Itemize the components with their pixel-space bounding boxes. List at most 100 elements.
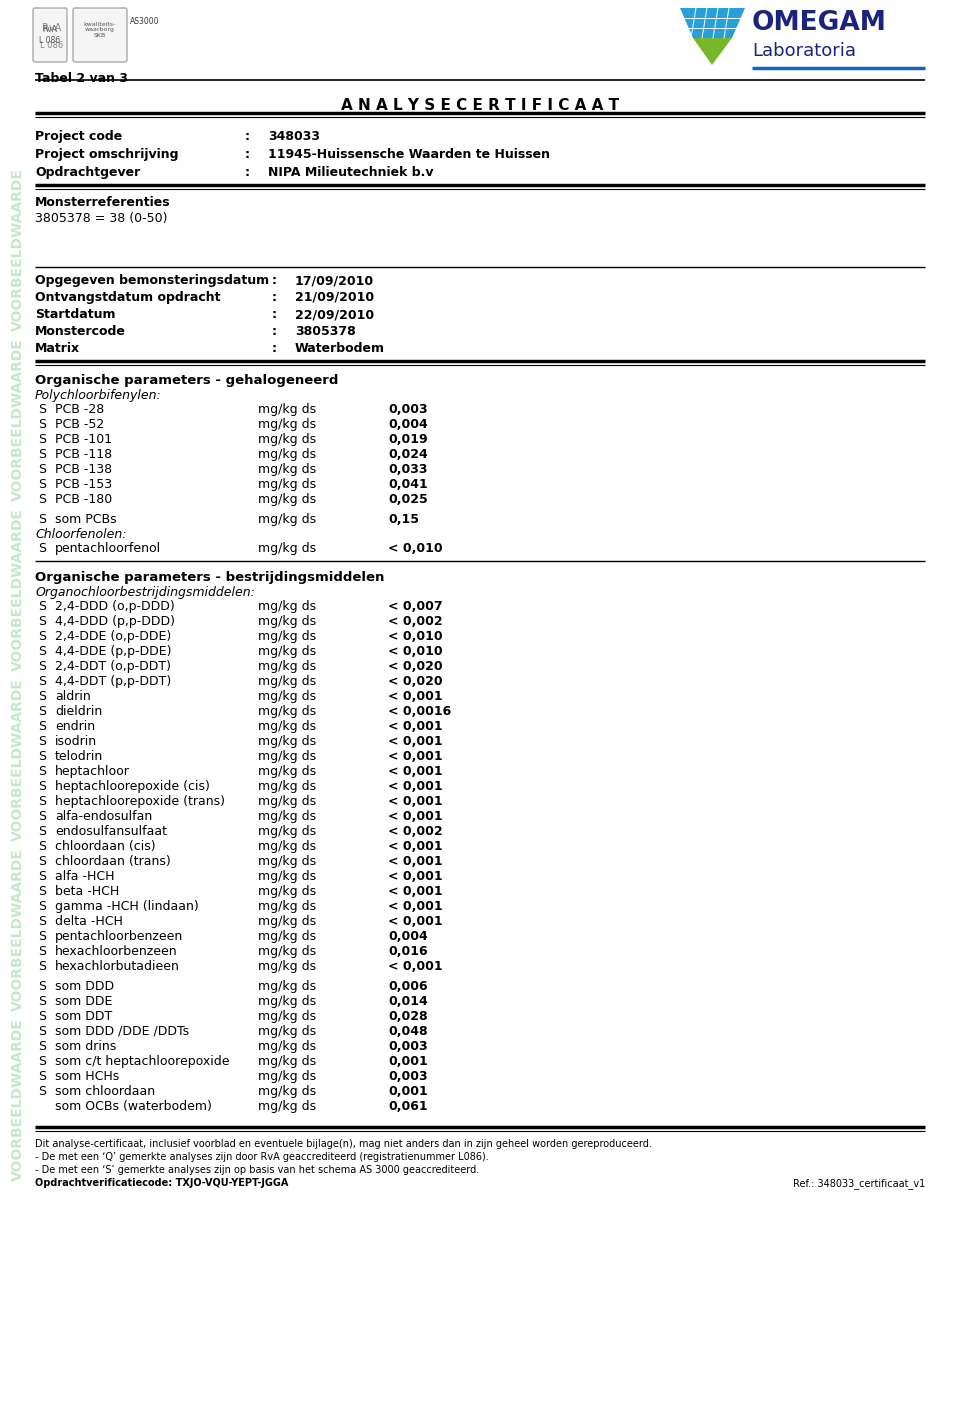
- Text: hexachloorbenzeen: hexachloorbenzeen: [55, 945, 178, 958]
- Text: Monsterreferenties: Monsterreferenties: [35, 197, 171, 209]
- Text: 0,004: 0,004: [388, 417, 428, 432]
- Text: PCB -52: PCB -52: [55, 417, 105, 432]
- Text: mg/kg ds: mg/kg ds: [258, 1099, 316, 1114]
- Text: < 0,001: < 0,001: [388, 720, 443, 733]
- Text: S: S: [38, 492, 46, 507]
- Text: 0,028: 0,028: [388, 1010, 427, 1023]
- Text: som DDD /DDE /DDTs: som DDD /DDE /DDTs: [55, 1024, 189, 1039]
- Text: S: S: [38, 870, 46, 883]
- Text: < 0,020: < 0,020: [388, 659, 443, 674]
- Text: mg/kg ds: mg/kg ds: [258, 884, 316, 899]
- Text: pentachloorfenol: pentachloorfenol: [55, 542, 161, 555]
- Text: < 0,001: < 0,001: [388, 855, 443, 867]
- Text: :: :: [245, 130, 250, 143]
- Text: VOORBEELDWAARDE: VOORBEELDWAARDE: [11, 1019, 25, 1182]
- Text: < 0,001: < 0,001: [388, 809, 443, 824]
- Text: < 0,001: < 0,001: [388, 959, 443, 974]
- Text: 0,024: 0,024: [388, 449, 428, 461]
- Text: 0,048: 0,048: [388, 1024, 427, 1039]
- Text: som drins: som drins: [55, 1040, 116, 1053]
- Text: Monstercode: Monstercode: [35, 325, 126, 338]
- Text: mg/kg ds: mg/kg ds: [258, 1040, 316, 1053]
- Text: 0,019: 0,019: [388, 433, 427, 446]
- Text: S: S: [38, 930, 46, 942]
- Text: Project omschrijving: Project omschrijving: [35, 149, 179, 161]
- Text: VOORBEELDWAARDE: VOORBEELDWAARDE: [11, 679, 25, 842]
- Text: < 0,002: < 0,002: [388, 616, 443, 628]
- Text: VOORBEELDWAARDE: VOORBEELDWAARDE: [11, 849, 25, 1012]
- Text: mg/kg ds: mg/kg ds: [258, 417, 316, 432]
- Text: S: S: [38, 1024, 46, 1039]
- Text: mg/kg ds: mg/kg ds: [258, 855, 316, 867]
- Text: 0,025: 0,025: [388, 492, 428, 507]
- Text: alfa-endosulfan: alfa-endosulfan: [55, 809, 153, 824]
- Text: mg/kg ds: mg/kg ds: [258, 1070, 316, 1082]
- Text: 3805378 = 38 (0-50): 3805378 = 38 (0-50): [35, 212, 167, 225]
- Text: Startdatum: Startdatum: [35, 308, 115, 321]
- Text: S: S: [38, 900, 46, 913]
- Text: S: S: [38, 514, 46, 526]
- Text: S: S: [38, 841, 46, 853]
- Text: 22/09/2010: 22/09/2010: [295, 308, 374, 321]
- Text: < 0,001: < 0,001: [388, 780, 443, 792]
- Text: mg/kg ds: mg/kg ds: [258, 734, 316, 749]
- FancyBboxPatch shape: [33, 8, 67, 62]
- Text: VOORBEELDWAARDE: VOORBEELDWAARDE: [11, 338, 25, 501]
- Text: S: S: [38, 720, 46, 733]
- Text: RvA
L 086: RvA L 086: [39, 25, 60, 45]
- Text: 4,4-DDD (p,p-DDD): 4,4-DDD (p,p-DDD): [55, 616, 175, 628]
- Text: 3805378: 3805378: [295, 325, 356, 338]
- Text: mg/kg ds: mg/kg ds: [258, 514, 316, 526]
- Text: < 0,010: < 0,010: [388, 645, 443, 658]
- Text: S: S: [38, 600, 46, 613]
- Text: AS3000: AS3000: [130, 17, 159, 27]
- Text: Organische parameters - gehalogeneerd: Organische parameters - gehalogeneerd: [35, 374, 338, 386]
- Text: alfa -HCH: alfa -HCH: [55, 870, 114, 883]
- Polygon shape: [693, 38, 732, 65]
- Text: mg/kg ds: mg/kg ds: [258, 449, 316, 461]
- Text: som chloordaan: som chloordaan: [55, 1085, 156, 1098]
- Text: S: S: [38, 734, 46, 749]
- Text: mg/kg ds: mg/kg ds: [258, 766, 316, 778]
- Text: isodrin: isodrin: [55, 734, 97, 749]
- Text: S: S: [38, 855, 46, 867]
- Text: S: S: [38, 995, 46, 1007]
- Text: < 0,001: < 0,001: [388, 841, 443, 853]
- Text: S: S: [38, 916, 46, 928]
- Text: telodrin: telodrin: [55, 750, 104, 763]
- Text: dieldrin: dieldrin: [55, 705, 103, 717]
- Text: Organische parameters - bestrijdingsmiddelen: Organische parameters - bestrijdingsmidd…: [35, 572, 384, 584]
- Text: RvA: RvA: [42, 23, 61, 33]
- Text: 0,003: 0,003: [388, 1040, 427, 1053]
- Text: mg/kg ds: mg/kg ds: [258, 645, 316, 658]
- Text: S: S: [38, 1040, 46, 1053]
- Text: mg/kg ds: mg/kg ds: [258, 433, 316, 446]
- Text: som DDD: som DDD: [55, 981, 114, 993]
- Text: 2,4-DDD (o,p-DDD): 2,4-DDD (o,p-DDD): [55, 600, 175, 613]
- Text: PCB -138: PCB -138: [55, 463, 112, 475]
- Text: PCB -28: PCB -28: [55, 403, 105, 416]
- Text: endrin: endrin: [55, 720, 95, 733]
- Text: mg/kg ds: mg/kg ds: [258, 780, 316, 792]
- Text: mg/kg ds: mg/kg ds: [258, 930, 316, 942]
- Text: mg/kg ds: mg/kg ds: [258, 542, 316, 555]
- Text: S: S: [38, 809, 46, 824]
- FancyBboxPatch shape: [73, 8, 127, 62]
- Text: S: S: [38, 616, 46, 628]
- Text: Opdrachtgever: Opdrachtgever: [35, 166, 140, 180]
- Text: S: S: [38, 795, 46, 808]
- Text: S: S: [38, 884, 46, 899]
- Text: mg/kg ds: mg/kg ds: [258, 492, 316, 507]
- Text: S: S: [38, 750, 46, 763]
- Text: mg/kg ds: mg/kg ds: [258, 403, 316, 416]
- Polygon shape: [680, 8, 745, 38]
- Text: som DDT: som DDT: [55, 1010, 112, 1023]
- Text: S: S: [38, 417, 46, 432]
- Text: S: S: [38, 825, 46, 838]
- Text: gamma -HCH (lindaan): gamma -HCH (lindaan): [55, 900, 199, 913]
- Text: mg/kg ds: mg/kg ds: [258, 705, 316, 717]
- Text: 0,001: 0,001: [388, 1056, 428, 1068]
- Text: S: S: [38, 675, 46, 688]
- Text: < 0,001: < 0,001: [388, 750, 443, 763]
- Text: :: :: [272, 291, 277, 304]
